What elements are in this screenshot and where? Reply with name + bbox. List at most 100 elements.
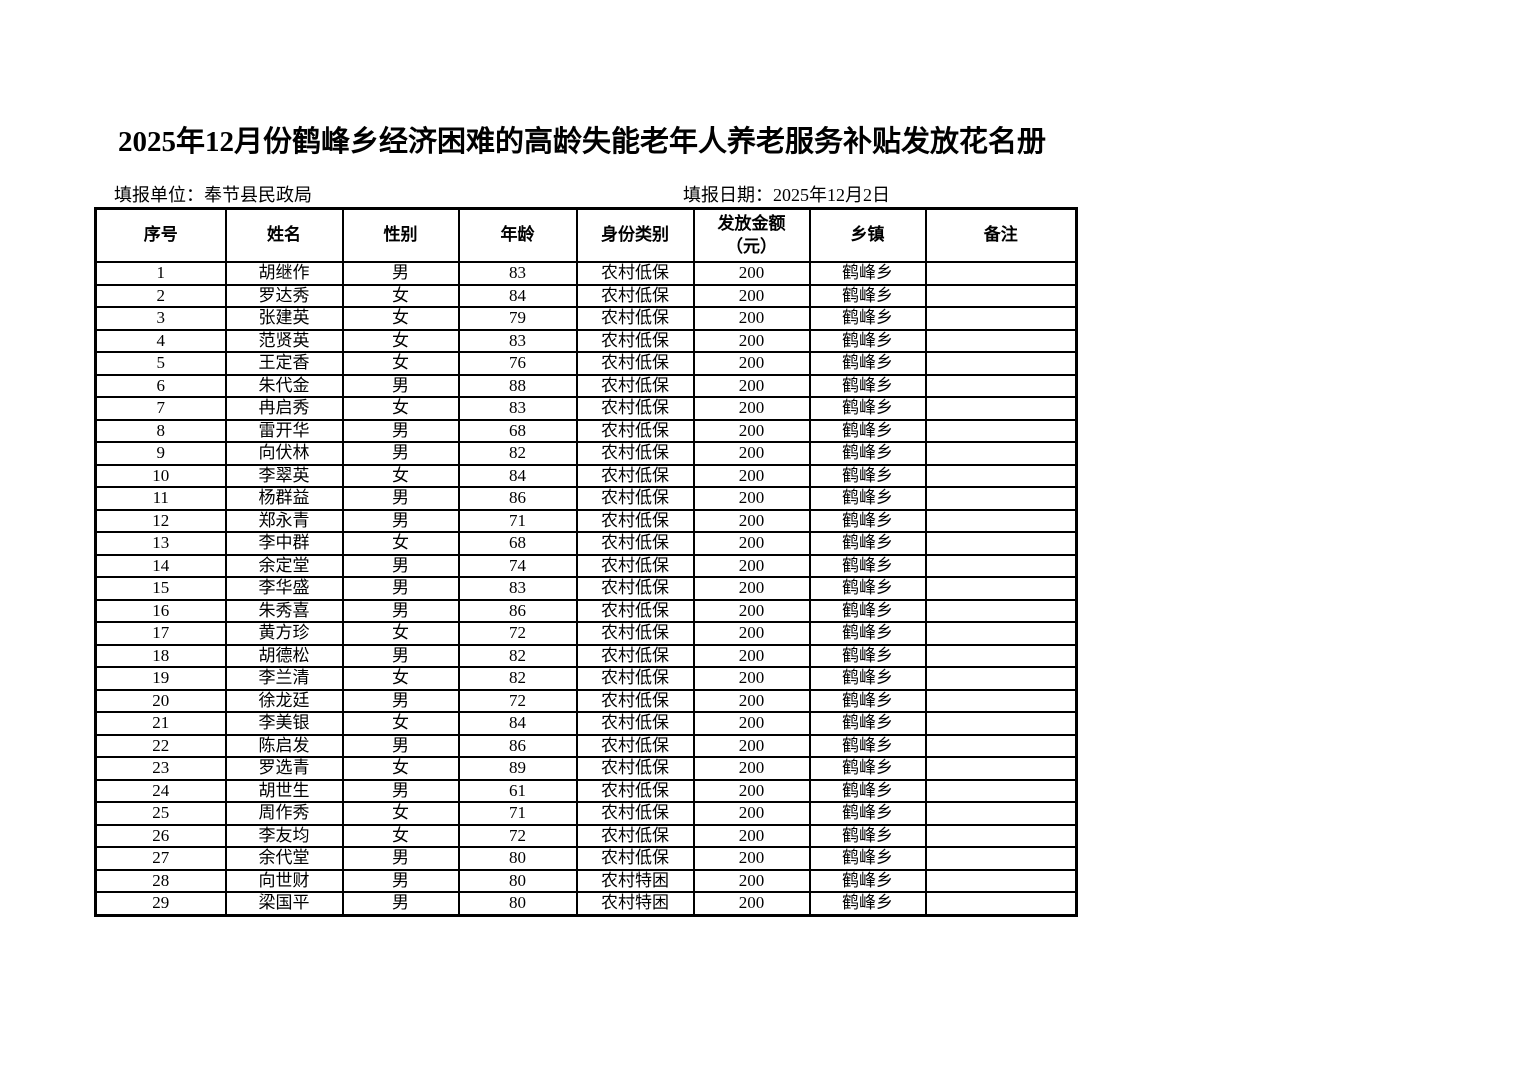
table-row: 4 范贤英女 83 农村低保 200 鹤峰乡 [94,328,1078,353]
cell-age: 84 [457,463,578,488]
table-row: 14 余定堂男 74 农村低保 200 鹤峰乡 [94,553,1078,578]
roster-body: 1 胡继作男 83 农村低保 200 鹤峰乡 2 罗达秀女 84 农村低保 200 鹤峰乡 3 张建英女 7… [94,261,1078,916]
cell-age: 71 [457,801,578,826]
cell-name: 王定香 [224,351,344,376]
cell-name: 梁国平 [224,891,344,916]
cell-remark [924,801,1078,826]
cell-name: 周作秀 [224,801,344,826]
cell-category: 农村低保 [575,688,695,713]
table-row: 26 李友均女 72 农村低保 200 鹤峰乡 [94,823,1078,848]
cell-age: 76 [457,351,578,376]
table-row: 9 向伏林男 82 农村低保 200 鹤峰乡 [94,441,1078,466]
table-row: 3 张建英女 79 农村低保 200 鹤峰乡 [94,306,1078,331]
cell-category: 农村低保 [575,306,695,331]
cell-category: 农村低保 [575,351,695,376]
cell-name: 张建英 [224,306,344,331]
cell-index: 28 [94,868,227,893]
table-row: 5 王定香女 76 农村低保 200 鹤峰乡 [94,351,1078,376]
report-date-label: 填报日期：2025年12月2日 [683,185,890,205]
table-row: 17 黄方珍女 72 农村低保 200 鹤峰乡 [94,621,1078,646]
table-row: 12 郑永青男 71 农村低保 200 鹤峰乡 [94,508,1078,533]
cell-index: 20 [94,688,227,713]
cell-gender: 女 [341,666,460,691]
cell-name: 郑永青 [224,508,344,533]
cell-remark [924,823,1078,848]
cell-index: 10 [94,463,227,488]
cell-amount: 200 [692,351,811,376]
cell-township: 鹤峰乡 [808,868,927,893]
cell-name: 范贤英 [224,328,344,353]
cell-gender: 男 [341,373,460,398]
cell-index: 12 [94,508,227,533]
table-row: 27 余代堂男 80 农村低保 200 鹤峰乡 [94,846,1078,871]
cell-category: 农村低保 [575,373,695,398]
cell-category: 农村低保 [575,486,695,511]
cell-age: 68 [457,531,578,556]
cell-category: 农村低保 [575,778,695,803]
cell-township: 鹤峰乡 [808,733,927,758]
cell-age: 72 [457,688,578,713]
cell-name: 李中群 [224,531,344,556]
cell-amount: 200 [692,621,811,646]
cell-name: 李兰清 [224,666,344,691]
cell-age: 84 [457,283,578,308]
cell-index: 18 [94,643,227,668]
cell-remark [924,441,1078,466]
cell-amount: 200 [692,846,811,871]
cell-category: 农村低保 [575,463,695,488]
cell-index: 24 [94,778,227,803]
cell-township: 鹤峰乡 [808,463,927,488]
cell-amount: 200 [692,823,811,848]
cell-remark [924,778,1078,803]
cell-township: 鹤峰乡 [808,508,927,533]
cell-index: 7 [94,396,227,421]
cell-amount: 200 [692,441,811,466]
cell-gender: 男 [341,261,460,286]
cell-name: 冉启秀 [224,396,344,421]
cell-age: 79 [457,306,578,331]
table-row: 23 罗选青女 89 农村低保 200 鹤峰乡 [94,756,1078,781]
column-header-category: 身份类别 [575,207,695,263]
cell-age: 80 [457,868,578,893]
cell-gender: 女 [341,396,460,421]
table-row: 13 李中群女 68 农村低保 200 鹤峰乡 [94,531,1078,556]
table-row: 22 陈启发男 86 农村低保 200 鹤峰乡 [94,733,1078,758]
cell-remark [924,846,1078,871]
cell-category: 农村低保 [575,508,695,533]
cell-amount: 200 [692,373,811,398]
cell-index: 13 [94,531,227,556]
cell-name: 余代堂 [224,846,344,871]
cell-category: 农村特困 [575,868,695,893]
cell-gender: 女 [341,351,460,376]
cell-remark [924,643,1078,668]
cell-age: 89 [457,756,578,781]
report-unit-label: 填报单位：奉节县民政局 [114,185,312,205]
cell-amount: 200 [692,508,811,533]
cell-index: 29 [94,891,227,916]
table-row: 19 李兰清女 82 农村低保 200 鹤峰乡 [94,666,1078,691]
cell-name: 李友均 [224,823,344,848]
cell-township: 鹤峰乡 [808,576,927,601]
cell-township: 鹤峰乡 [808,801,927,826]
cell-category: 农村低保 [575,418,695,443]
cell-index: 25 [94,801,227,826]
cell-township: 鹤峰乡 [808,328,927,353]
cell-amount: 200 [692,643,811,668]
cell-remark [924,756,1078,781]
cell-index: 8 [94,418,227,443]
cell-category: 农村低保 [575,756,695,781]
cell-remark [924,688,1078,713]
cell-age: 84 [457,711,578,736]
cell-age: 88 [457,373,578,398]
cell-remark [924,396,1078,421]
cell-age: 71 [457,508,578,533]
table-row: 16 朱秀喜男 86 农村低保 200 鹤峰乡 [94,598,1078,623]
cell-name: 胡世生 [224,778,344,803]
cell-index: 26 [94,823,227,848]
cell-index: 4 [94,328,227,353]
cell-township: 鹤峰乡 [808,846,927,871]
cell-age: 80 [457,846,578,871]
cell-remark [924,463,1078,488]
cell-remark [924,868,1078,893]
cell-amount: 200 [692,463,811,488]
